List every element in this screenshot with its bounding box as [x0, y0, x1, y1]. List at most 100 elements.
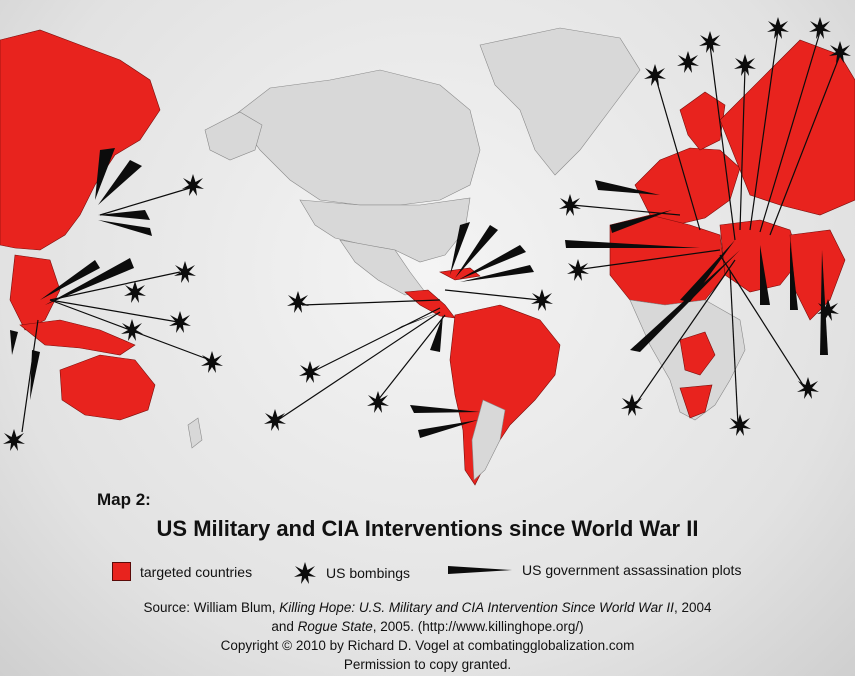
- plot-wedge: [410, 405, 480, 413]
- bombing-burst: [3, 429, 25, 451]
- plot-wedge: [95, 148, 115, 200]
- bomb-line: [444, 289, 541, 301]
- bombing-lines: [21, 29, 841, 433]
- canada: [234, 69, 481, 206]
- southeast-asia: [9, 254, 61, 331]
- permission: Permission to copy granted.: [343, 657, 512, 672]
- plot-wedge: [450, 222, 470, 275]
- south-africa: [679, 384, 713, 419]
- plot-wedge: [30, 350, 40, 400]
- bomb-line: [301, 299, 441, 306]
- bomb-line: [709, 44, 736, 241]
- greenland: [479, 27, 641, 176]
- asia-east: [0, 29, 161, 251]
- argentina: [471, 399, 506, 481]
- bomb-line: [654, 74, 701, 231]
- legend-bombings: US bombings: [292, 562, 410, 584]
- source-book-1-year: , 2004: [673, 600, 712, 615]
- bomb-line: [729, 269, 739, 426]
- legend: targeted countries US bombings US govern…: [0, 562, 855, 584]
- bombing-burst: [767, 17, 789, 39]
- legend-plots: US government assassination plots: [448, 562, 741, 578]
- source-book-2: Rogue State: [297, 619, 373, 634]
- map-number: Map 2:: [97, 490, 151, 509]
- bombing-burst: [264, 409, 286, 431]
- plot-wedge: [455, 225, 498, 278]
- bombing-burst: [287, 291, 309, 313]
- scandinavia: [679, 91, 726, 151]
- caribbean: [439, 267, 481, 281]
- central-america: [404, 289, 456, 319]
- bombing-burst: [729, 414, 751, 436]
- bomb-line: [377, 314, 446, 401]
- source-line-2: and Rogue State, 2005. (http://www.killi…: [0, 617, 855, 636]
- legend-bombings-label: US bombings: [326, 565, 411, 581]
- bombing-burst: [169, 311, 191, 333]
- red-square-icon: [112, 562, 131, 581]
- bombing-burst: [299, 361, 321, 383]
- map-caption: Map 2: US Military and CIA Interventions…: [0, 490, 855, 676]
- bombing-burst: [201, 351, 223, 373]
- bomb-line: [719, 254, 806, 389]
- bomb-line: [759, 31, 821, 233]
- bomb-line: [739, 67, 746, 231]
- bomb-line: [21, 319, 39, 433]
- map-title: US Military and CIA Interventions since …: [156, 516, 699, 541]
- source-and: and: [271, 619, 298, 634]
- burst-icon: [294, 562, 316, 584]
- united-states: [299, 197, 471, 263]
- plot-wedge: [430, 315, 443, 352]
- bombing-burst: [809, 17, 831, 39]
- plot-wedge: [565, 240, 700, 248]
- bombing-burst: [121, 319, 143, 341]
- plot-wedge: [40, 260, 100, 300]
- south-america: [449, 304, 561, 486]
- africa-north: [609, 214, 726, 306]
- plot-wedge: [98, 220, 152, 236]
- source-credit: Source: William Blum, Killing Hope: U.S.…: [0, 598, 855, 674]
- bomb-line: [749, 29, 779, 231]
- plot-wedge: [595, 180, 660, 195]
- bombing-burst: [677, 51, 699, 73]
- assassination-plots: [10, 148, 828, 438]
- plot-wedge: [98, 210, 150, 220]
- australia: [59, 354, 156, 421]
- bomb-line: [311, 307, 441, 373]
- bombing-burst: [367, 391, 389, 413]
- source-book-1: Killing Hope: U.S. Military and CIA Inte…: [279, 600, 674, 615]
- plot-wedge: [760, 245, 770, 305]
- copyright: Copyright © 2010 by Richard D. Vogel at …: [220, 638, 635, 653]
- source-prefix: Source: William Blum,: [143, 600, 280, 615]
- bomb-line: [769, 54, 841, 236]
- bombing-burst: [567, 259, 589, 281]
- world-map: [0, 17, 855, 486]
- bomb-line: [277, 311, 441, 421]
- plot-wedge: [790, 240, 798, 310]
- russia: [719, 39, 855, 216]
- bombing-burst: [182, 174, 204, 196]
- plot-wedge: [45, 258, 134, 305]
- plot-wedge: [460, 265, 534, 282]
- bombing-burst: [124, 281, 146, 303]
- plot-wedge: [820, 250, 828, 355]
- plot-wedge: [610, 210, 672, 233]
- source-line-1: Source: William Blum, Killing Hope: U.S.…: [0, 598, 855, 617]
- plot-wedge: [10, 330, 18, 355]
- bomb-line: [571, 204, 681, 216]
- indonesia: [19, 319, 136, 356]
- plot-wedge: [418, 420, 478, 438]
- legend-targeted: targeted countries: [112, 562, 252, 581]
- southern-africa: [679, 331, 716, 376]
- alaska: [204, 111, 263, 161]
- plot-wedge: [98, 160, 142, 205]
- legend-targeted-label: targeted countries: [140, 563, 253, 580]
- bombing-burst: [644, 64, 666, 86]
- plot-wedge: [680, 240, 735, 302]
- legend-plots-label: US government assassination plots: [522, 562, 742, 578]
- bomb-line: [49, 299, 179, 323]
- source-book-2-year: , 2005. (http://www.killinghope.org/): [372, 619, 584, 634]
- plot-wedge: [458, 245, 526, 280]
- bomb-line: [99, 187, 191, 216]
- new-zealand: [187, 417, 203, 449]
